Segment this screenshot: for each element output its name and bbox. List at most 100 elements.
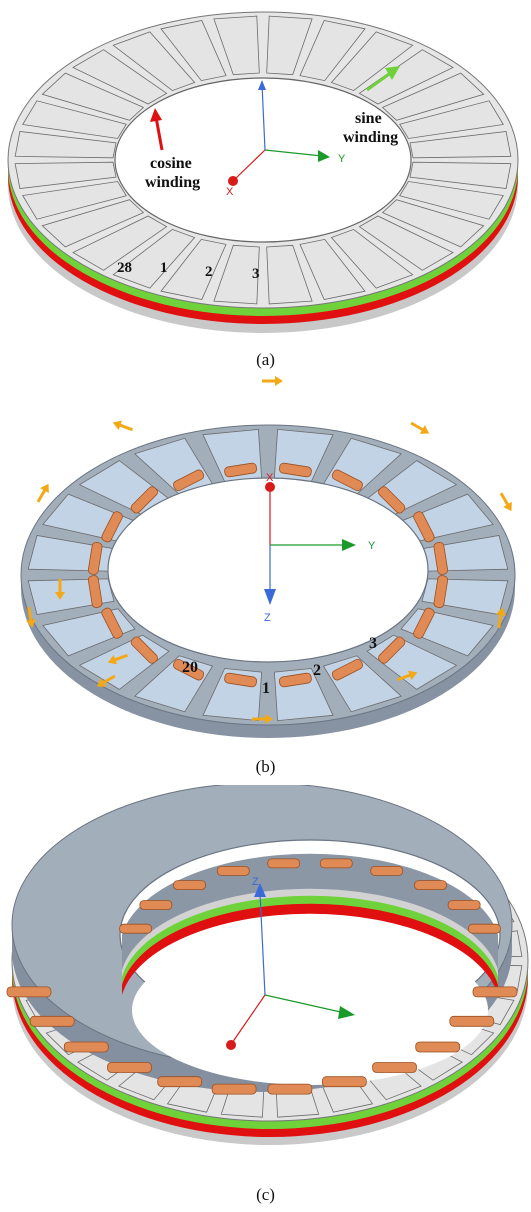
panel-a-diagram: Y X cosine winding sine winding 28 1 2 3 [7, 11, 519, 333]
coil [433, 541, 449, 575]
current-direction-arrow [55, 579, 65, 600]
stator-tooth [41, 72, 145, 121]
coil [278, 462, 312, 478]
stator-tooth [160, 20, 227, 82]
rotor-coil [414, 880, 447, 890]
coil [87, 575, 103, 609]
tooth-number: 1 [262, 680, 270, 697]
stator-tooth [14, 131, 117, 159]
panel-c-diagram: Z [6, 785, 529, 1145]
coil [224, 672, 258, 688]
axis-y-label: Y [338, 153, 346, 165]
sine-label: sine [355, 110, 382, 127]
rotor-coil [372, 1062, 417, 1073]
caption-b: (b) [255, 757, 276, 776]
tooth-number: 2 [313, 662, 321, 679]
tooth-number: 28 [117, 260, 132, 276]
current-direction-arrow [262, 376, 283, 386]
sine-pointer-arrow [366, 70, 393, 92]
current-direction-arrow [36, 483, 49, 503]
rotor-coil [107, 1062, 152, 1073]
rotor-coil [157, 1076, 203, 1088]
axis-z-label: Z [264, 612, 271, 624]
coil [101, 511, 123, 543]
inner-bore [107, 477, 429, 663]
stator-tooth [381, 199, 485, 248]
stator-tooth [399, 100, 504, 139]
stator-tooth [72, 49, 168, 105]
caption-a: (a) [256, 350, 275, 369]
axis-triad-c: Z [226, 876, 355, 1050]
panel-b-diagram: X Y Z 20 1 2 3 [20, 376, 516, 738]
coil [433, 575, 449, 609]
rotor-coil [319, 858, 353, 869]
axis-x-label: X [226, 186, 234, 198]
stator-tooth [330, 31, 414, 92]
rotor-coil [472, 986, 518, 998]
coil [378, 486, 406, 514]
cosine-label: cosine [150, 155, 192, 172]
axis-x-label: X [266, 472, 274, 484]
rotor-coil [267, 1083, 313, 1095]
coil [378, 636, 406, 664]
coil [130, 636, 158, 664]
stator-tooth [409, 161, 512, 189]
coil [130, 486, 158, 514]
panel-a: Y X cosine winding sine winding 28 1 2 3… [0, 0, 531, 380]
coil [413, 511, 435, 543]
rotor-coil [139, 900, 173, 910]
tooth-number: 3 [369, 635, 377, 652]
coil [173, 658, 205, 681]
stator-tooth [266, 15, 313, 76]
stator-tooth [22, 100, 127, 139]
stator-tooth [41, 199, 145, 248]
sine-label-2: winding [343, 129, 398, 146]
current-direction-arrow [96, 674, 116, 687]
current-direction-arrow [396, 670, 418, 682]
stator-tooth [330, 228, 414, 289]
tooth-number: 3 [252, 266, 260, 282]
rotor-coil [321, 1076, 367, 1088]
caption-c: (c) [256, 1185, 275, 1204]
tooth-number: 2 [205, 264, 213, 280]
rotor-coil [415, 1041, 461, 1053]
coil [173, 469, 205, 492]
current-direction-arrow [25, 606, 36, 628]
coil [413, 607, 435, 639]
cosine-label-2: winding [145, 174, 200, 191]
coil [224, 462, 258, 478]
rotor-coil [370, 866, 404, 876]
coil [331, 658, 363, 681]
stator-tooth [160, 238, 227, 300]
rotor-coil [6, 986, 52, 998]
current-direction-arrow [410, 421, 430, 434]
inner-bore [114, 77, 412, 243]
current-direction-arrow [495, 607, 506, 629]
axis-y-label: Y [368, 540, 376, 552]
stator-tooth [213, 244, 260, 305]
stator-tooth [299, 20, 366, 82]
stator-tooth [381, 72, 485, 121]
rotor-coil [216, 866, 250, 876]
stator-tooth [358, 215, 454, 271]
current-direction-arrow [112, 420, 134, 432]
stator-tooth [14, 161, 117, 189]
stator-tooth [409, 131, 512, 159]
coil [101, 607, 123, 639]
axis-z-label: Z [252, 876, 259, 888]
axis-triad-a: Y X [226, 80, 346, 198]
panel-c: Z (c) [0, 785, 531, 1212]
coil [331, 469, 363, 492]
cosine-pointer-arrow [154, 116, 164, 151]
rotor-coil [29, 1015, 75, 1027]
rotor-coil [173, 880, 206, 890]
current-direction-arrow [107, 653, 129, 665]
current-direction-arrow [499, 492, 512, 512]
panel-b: X Y Z 20 1 2 3 (b) [0, 375, 531, 785]
stator-tooth [266, 244, 313, 305]
coil [278, 672, 312, 688]
coil [87, 541, 103, 575]
rotor-coil [63, 1041, 109, 1053]
rotor-coil [467, 923, 501, 934]
rotor-coil [119, 923, 152, 934]
